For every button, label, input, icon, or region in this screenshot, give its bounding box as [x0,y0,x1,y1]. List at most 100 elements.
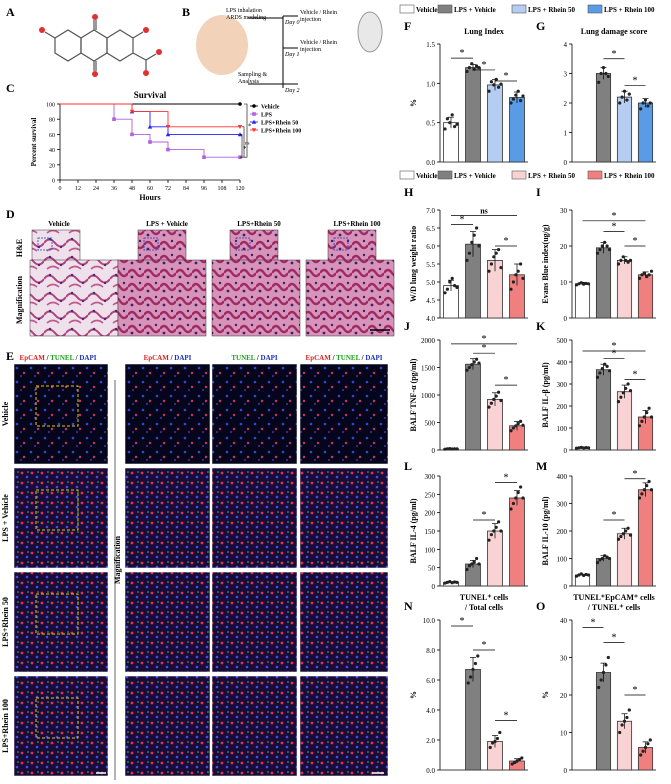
data-point [455,447,459,451]
series-marker [252,112,256,116]
data-point [595,561,600,565]
data-point [616,262,621,266]
data-point [649,488,654,492]
bar [465,363,481,451]
data-point [637,496,642,500]
significance-label: * [460,214,465,225]
y-axis-label: % [409,99,418,107]
schematic-text-6: Day 2 [284,88,300,94]
data-point [494,525,498,529]
data-point [601,670,606,675]
data-point [582,282,586,286]
data-point [499,82,503,86]
y-tick-label: 200 [425,510,436,518]
y-axis-label: W/D lung weight ratio [409,226,418,302]
schematic-text-line: LPS inhalation [226,8,262,14]
data-point [492,83,496,87]
data-point [625,715,629,720]
y-tick-label: 4 [564,41,568,49]
histology-magnified [305,259,395,337]
data-point [600,367,604,371]
data-point [494,77,498,81]
data-point [604,663,608,667]
fluorescence-image [124,363,211,465]
data-point [616,537,621,541]
data-point [603,362,607,366]
y-tick-label: 3 [564,71,568,79]
fluorescence-title-part: TUNEL [336,354,360,362]
data-point [646,104,650,108]
y-tick-label: 2 [564,100,568,108]
data-point [455,285,459,289]
data-point [521,276,525,280]
y-axis-label: BALF TNF-α (pg/ml) [409,358,418,431]
data-point [647,406,651,410]
data-point [477,66,481,70]
y-tick-label: 0 [432,447,436,455]
data-point [448,447,452,451]
data-point [509,101,513,105]
y-tick-label: 200 [557,403,568,411]
panel-letter-d: D [6,207,15,221]
data-point [586,282,591,286]
data-point [467,564,471,568]
y-tick-label: 400 [557,473,568,481]
data-point [639,107,643,111]
schematic-text-0: LPS inhalation ARDS modeling [226,8,266,21]
data-point [514,424,518,428]
data-point [637,276,642,280]
significance-label: * [612,633,617,644]
histology-thumbnail [31,229,81,263]
y-tick-label: 100 [425,546,436,554]
data-point [445,447,449,451]
series-marker [238,102,242,106]
rhein-structure [39,14,162,77]
y-tick-label: 1.0 [426,80,435,88]
x-tick-label: 120 [236,186,245,192]
significance-bracket [240,134,243,158]
y-tick-label: 250 [425,491,436,499]
data-point [476,654,480,658]
data-point [647,479,651,484]
fluorescence-image [299,363,389,465]
y-tick-label: 20 [560,692,568,700]
schematic-text-line: Day 1 [284,52,300,58]
data-point [470,240,474,244]
significance-label: * [243,145,247,153]
data-point [465,567,469,572]
legend-label: LPS+Rhein 100 [261,129,301,135]
data-point [624,386,628,390]
row-label-he: H&E [15,239,24,257]
series-marker [165,132,171,137]
chart-f: 0.0 0.5 1.0 1.5% Lung Index * * * [409,27,528,167]
row-label-magnification: Magnification [15,275,24,324]
data-point [448,580,452,584]
fluorescence-col-title: EpCAM / DAPI [144,354,192,362]
data-point [511,501,515,506]
data-point [493,739,497,744]
data-point [620,95,624,99]
chart-l: 0 50 100 150 200 250 300 BALF IL-4 (pg/ml) * * [409,473,528,591]
y-axis-label: Evans Blue index(ug/g) [541,224,550,303]
data-point [647,273,651,277]
data-point [606,655,610,660]
fluorescence-title-part: / [45,354,50,362]
y-tick-label: 400 [557,359,568,367]
data-point [600,244,604,248]
fluorescence-title-part: DAPI [261,354,278,362]
bar [509,97,525,163]
series-marker [251,119,257,124]
fluorescence-col-title: TUNEL / DAPI [231,354,278,362]
legend-label: Vehicle [416,6,438,14]
data-point [445,580,449,584]
chart-title: TUNEL⁺EpCAM⁺ cells [573,593,655,602]
data-point [472,360,476,364]
data-point [455,122,459,126]
legend-swatch [399,170,415,180]
bar [509,497,525,587]
x-tick-label: 84 [183,186,189,192]
data-point [598,248,602,252]
y-tick-label: 500 [557,337,568,345]
data-point [487,269,491,273]
data-point [625,98,629,102]
